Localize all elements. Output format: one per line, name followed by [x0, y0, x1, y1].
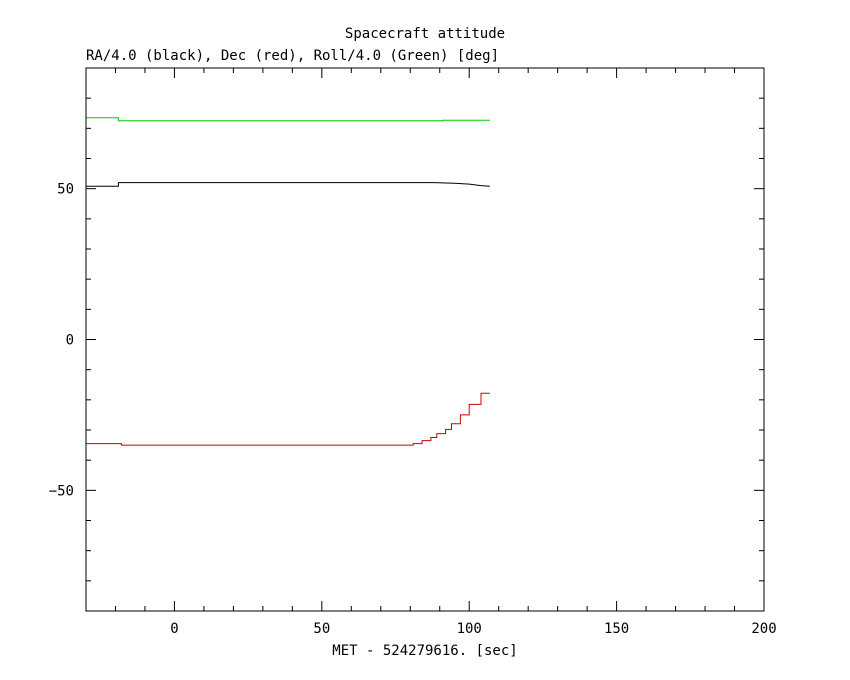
x-tick-label: 200 [751, 621, 776, 637]
tick-labels: 0 50 100 150 200 −50 0 50 [49, 182, 777, 637]
x-tick-label: 150 [604, 621, 629, 637]
series-line-1 [86, 392, 490, 446]
y-tick-label: 50 [57, 182, 74, 198]
series-group [86, 117, 490, 446]
axis-ticks [85, 67, 765, 612]
plot-frame [85, 67, 765, 612]
x-tick-label: 100 [457, 621, 482, 637]
x-tick-label: 0 [170, 621, 178, 637]
series-line-0 [86, 182, 490, 187]
x-tick-label: 50 [313, 621, 330, 637]
chart-title: Spacecraft attitude [345, 26, 505, 42]
y-axis-label: RA/4.0 (black), Dec (red), Roll/4.0 (Gre… [86, 48, 499, 64]
series-line-2 [86, 117, 490, 122]
x-axis-label: MET - 524279616. [sec] [332, 643, 517, 659]
y-tick-label: −50 [49, 483, 74, 499]
y-tick-label: 0 [66, 333, 74, 349]
